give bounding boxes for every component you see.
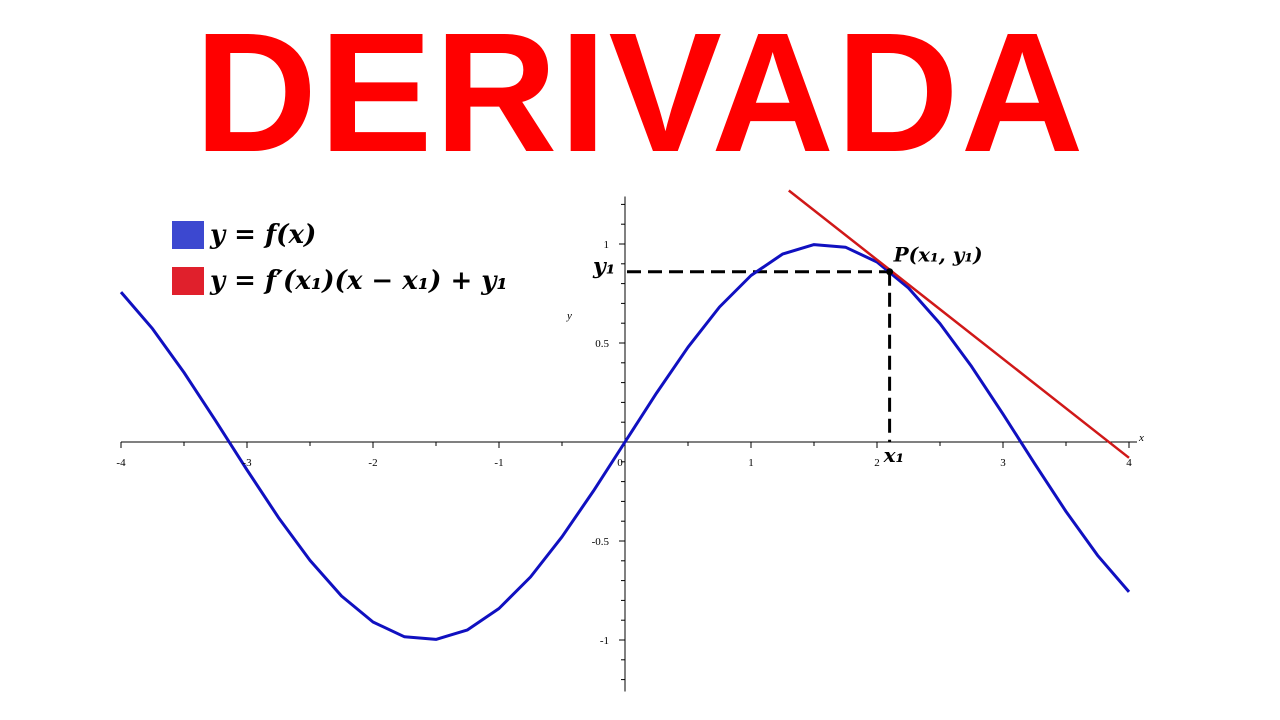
tangent-line <box>788 189 1130 459</box>
legend-label-tangent: y = f′(x₁)(x − x₁) + y₁ <box>210 266 508 296</box>
legend-swatch-tangent <box>172 267 204 295</box>
y-tick-label: -1 <box>600 635 609 647</box>
x-tick-label: -3 <box>242 457 252 469</box>
y1-label: y₁ <box>592 254 615 280</box>
point-p-label: P(x₁, y₁) <box>893 243 983 267</box>
y-tick-label: -0.5 <box>592 536 610 548</box>
point-p-marker <box>886 268 894 276</box>
x-tick-label: 1 <box>748 457 754 469</box>
x1-label: x₁ <box>883 443 905 467</box>
curve-line <box>119 243 1131 641</box>
page-title: DERIVADA <box>194 0 1086 188</box>
x-tick-label: 4 <box>1126 457 1132 469</box>
legend-item-curve: y = f(x) <box>172 212 508 258</box>
legend: y = f(x) y = f′(x₁)(x − x₁) + y₁ <box>172 212 508 304</box>
chart-labels: -4 -3 -2 -1 0 1 2 3 4 1 0.5 -0.5 -1 x y P(x₁, y₁) x₁ y₁ <box>116 239 1144 647</box>
x-tick-label: -1 <box>494 457 503 469</box>
y-axis-label: y <box>566 310 572 322</box>
x-tick-label: -2 <box>368 457 377 469</box>
x-tick-label: 2 <box>874 457 880 469</box>
guide-lines <box>627 270 892 442</box>
x-axis-label: x <box>1138 432 1144 444</box>
x-tick-label: 0 <box>617 457 623 469</box>
y-tick-label: 0.5 <box>595 338 609 350</box>
legend-item-tangent: y = f′(x₁)(x − x₁) + y₁ <box>172 258 508 304</box>
y-tick-label: 1 <box>604 239 610 251</box>
series-lines <box>119 189 1131 641</box>
legend-swatch-curve <box>172 221 204 249</box>
x-tick-label: -4 <box>116 457 126 469</box>
x-tick-label: 3 <box>1000 457 1006 469</box>
legend-label-curve: y = f(x) <box>210 220 317 250</box>
